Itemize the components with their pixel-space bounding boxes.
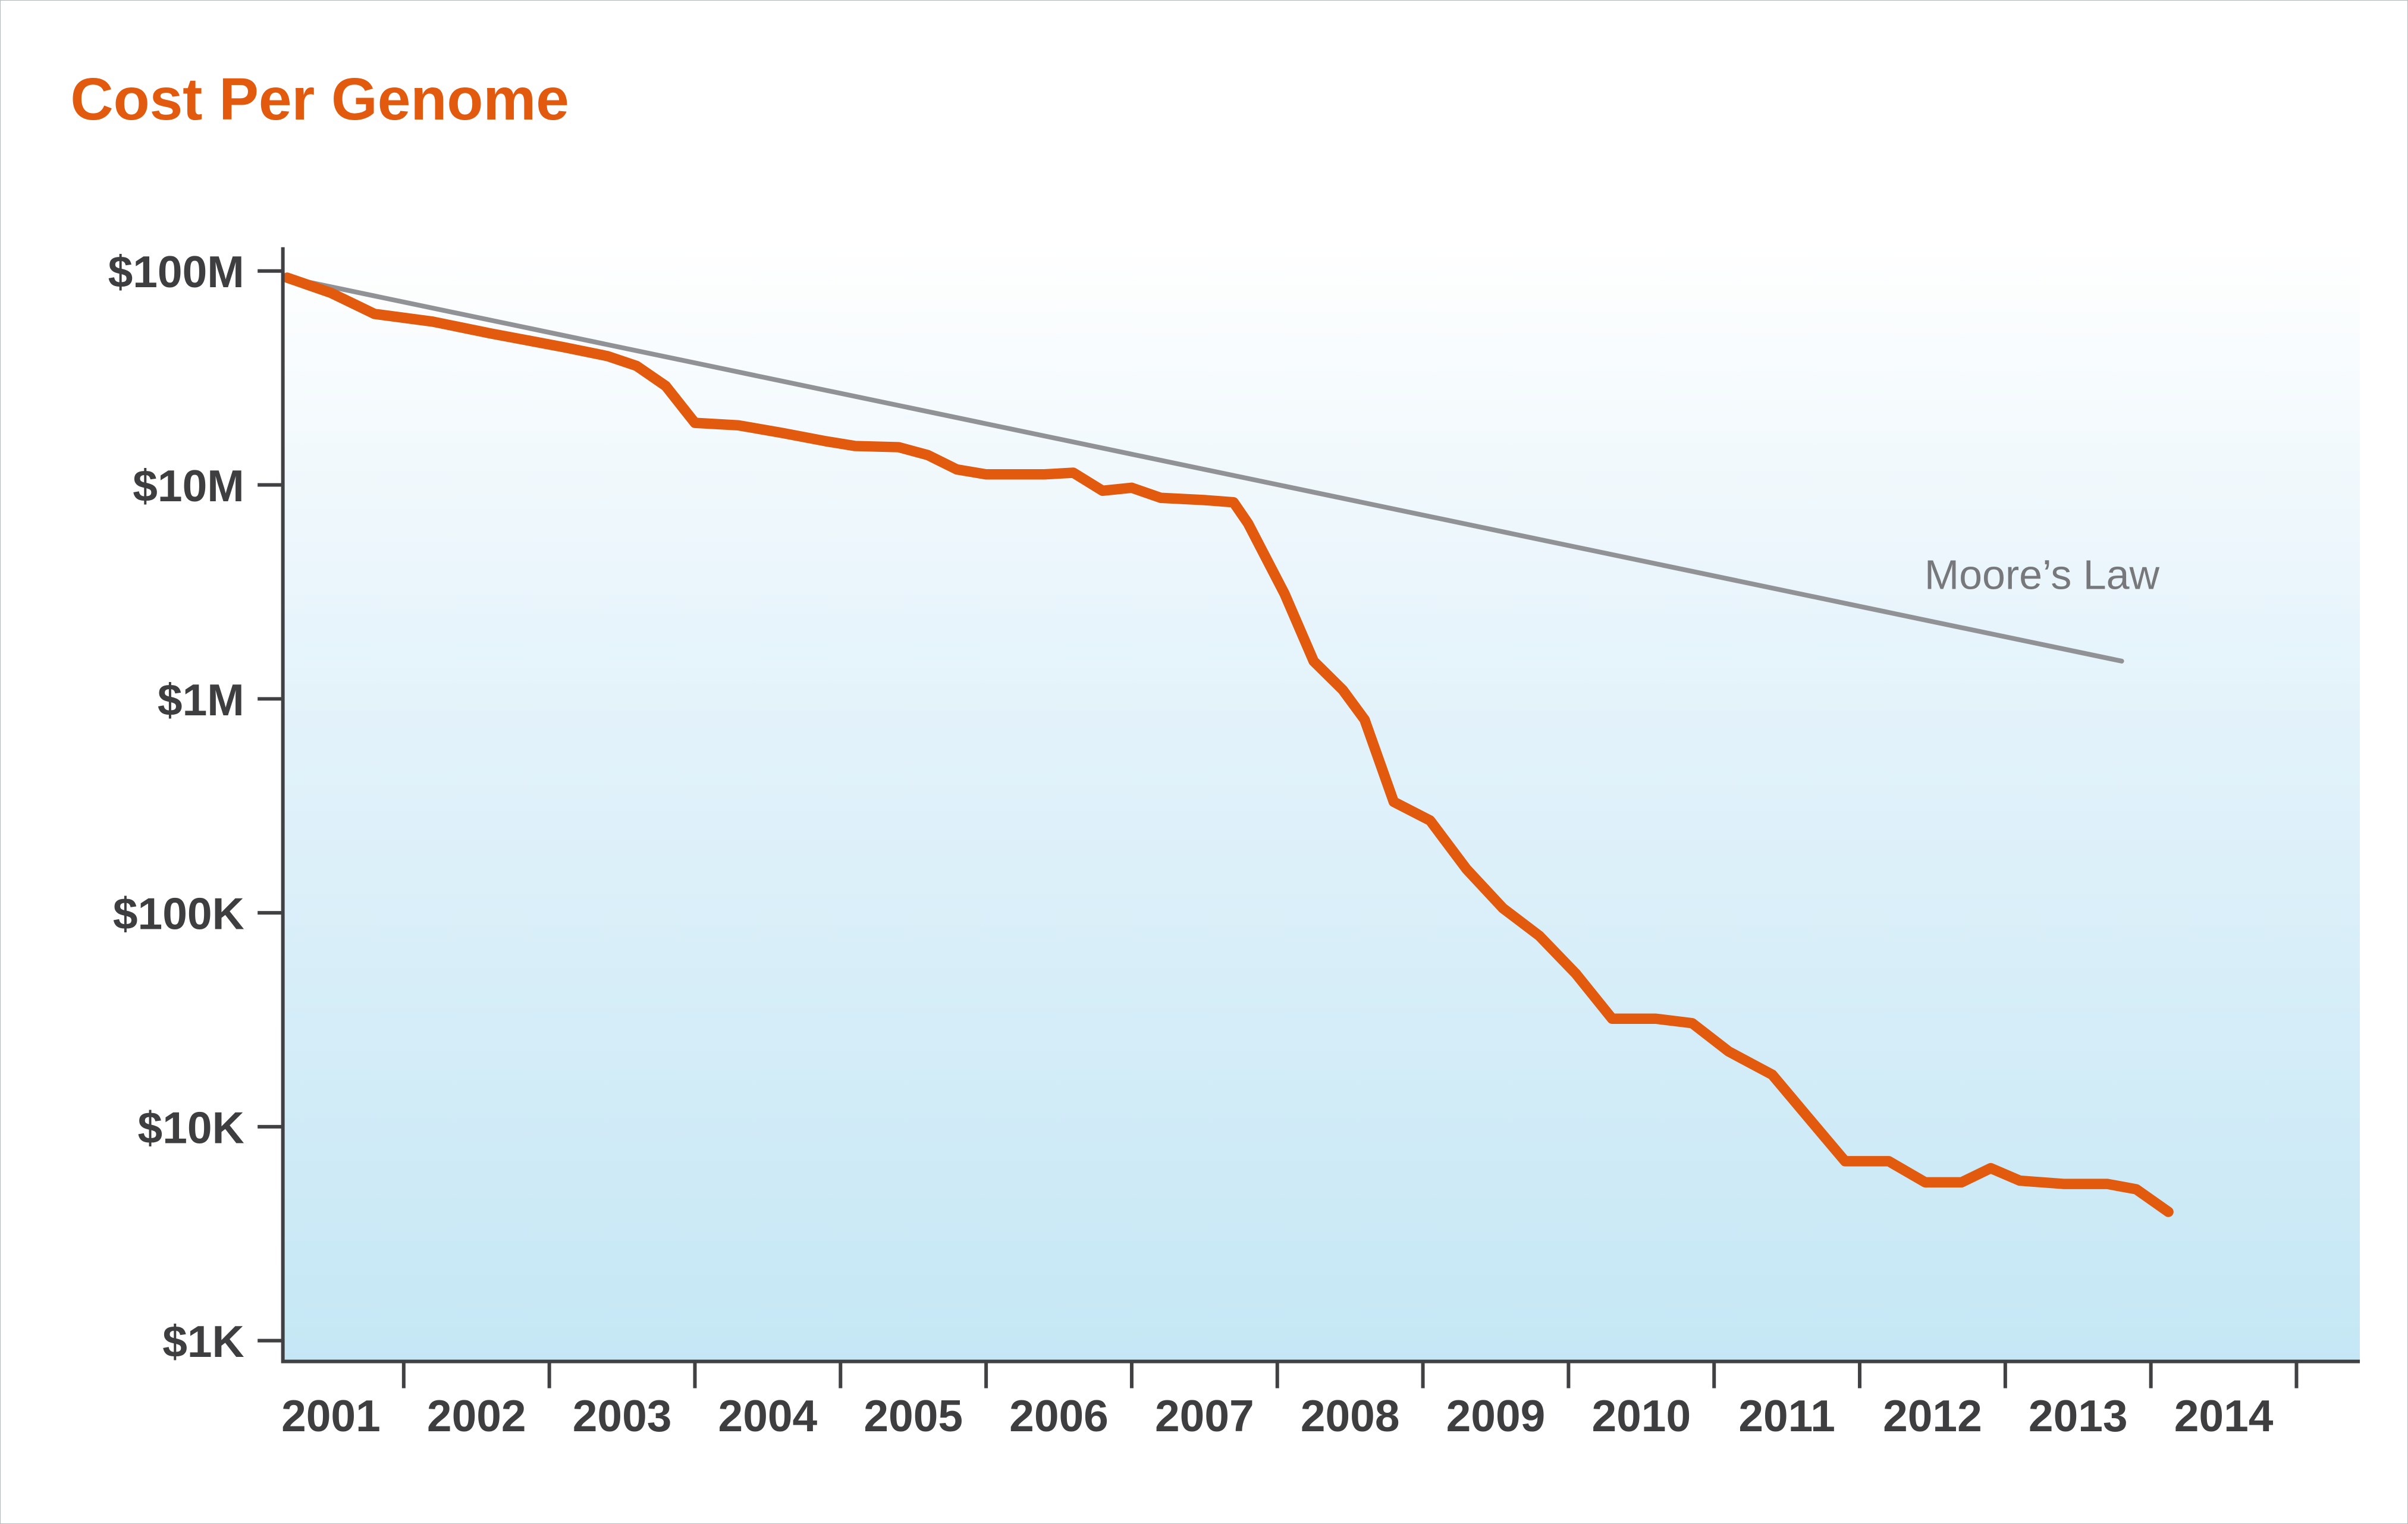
- y-axis-label: $100K: [113, 889, 244, 939]
- x-axis-label: 2008: [1301, 1391, 1400, 1441]
- x-axis-label: 2009: [1446, 1391, 1546, 1441]
- x-axis-label: 2006: [1009, 1391, 1109, 1441]
- y-axis: $100M $10M $1M $100K $10K $1K: [108, 247, 283, 1366]
- y-axis-label: $10K: [138, 1102, 244, 1152]
- x-axis-label: 2004: [718, 1391, 818, 1441]
- y-axis-label: $10M: [133, 461, 244, 511]
- y-axis-label: $1M: [158, 675, 244, 725]
- x-axis-label: 2010: [1591, 1391, 1691, 1441]
- y-axis-label: $1K: [162, 1316, 244, 1366]
- cost-per-genome-line: [282, 272, 2174, 1217]
- x-axis-label: 2002: [427, 1391, 526, 1441]
- x-axis-label: 2014: [2174, 1391, 2274, 1441]
- plot-area-background: [282, 241, 2360, 1362]
- axis-lines: [281, 247, 2360, 1363]
- x-axis-label: 2005: [864, 1391, 963, 1441]
- y-axis-label: $100M: [108, 247, 244, 297]
- x-axis-label: 2003: [573, 1391, 672, 1441]
- x-axis: 2001 2002 2003 2004 2005 2006 2007 2008 2009 2010…: [281, 1361, 2299, 1441]
- page-title: Cost Per Genome: [70, 67, 569, 133]
- x-axis-label: 2011: [1738, 1391, 1835, 1441]
- x-axis-label: 2007: [1155, 1391, 1254, 1441]
- series-lines: [282, 272, 2174, 1217]
- moore-law-annotation: Moore’s Law: [1924, 551, 2160, 598]
- moores-law-line: [284, 275, 2124, 664]
- x-axis-label: 2013: [2029, 1391, 2128, 1441]
- x-axis-label: 2012: [1883, 1391, 1982, 1441]
- x-axis-label: 2001: [281, 1391, 381, 1441]
